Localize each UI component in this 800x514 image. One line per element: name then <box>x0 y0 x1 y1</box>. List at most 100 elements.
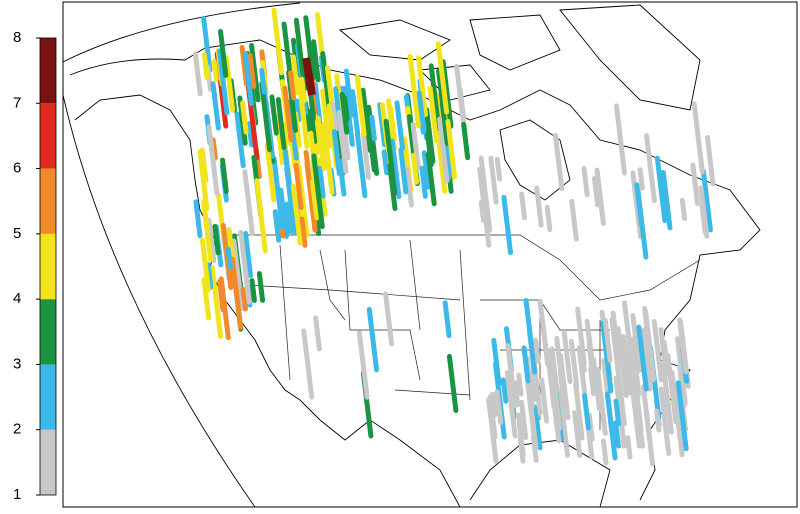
station-bar <box>637 167 645 191</box>
station-bar <box>594 167 606 226</box>
scale-label: 2 <box>13 421 21 438</box>
station-bar <box>275 97 287 151</box>
scale-label: 3 <box>13 355 21 372</box>
station-bar <box>642 305 656 382</box>
station-bar <box>296 164 310 238</box>
station-bar <box>519 191 527 221</box>
station-bar <box>521 345 531 384</box>
station-bar <box>303 15 316 81</box>
station-bar <box>679 197 688 221</box>
station-bar <box>366 306 380 373</box>
station-bar <box>201 15 213 73</box>
station-bar <box>552 132 565 192</box>
station-bar <box>658 386 667 419</box>
station-bar <box>625 435 633 460</box>
station-bar <box>313 315 322 352</box>
station-bar <box>246 121 255 148</box>
station-bar <box>339 91 350 135</box>
station-bar <box>254 178 268 254</box>
station-bar <box>631 369 644 433</box>
station-bar <box>660 170 673 231</box>
station-bar <box>568 338 580 390</box>
station-bar <box>223 55 236 113</box>
station-bar <box>610 310 622 365</box>
station-bar <box>533 337 541 365</box>
scale-label: 6 <box>13 160 21 177</box>
station-bar <box>617 385 627 427</box>
station-bar <box>377 102 387 148</box>
station-bar <box>436 68 450 147</box>
station-bar <box>238 229 252 305</box>
station-bar <box>354 130 368 199</box>
station-bar <box>201 277 212 321</box>
station-bar <box>427 85 439 144</box>
station-bar <box>383 291 395 347</box>
station-bars <box>192 7 716 467</box>
station-bar <box>613 375 627 449</box>
station-bar <box>343 68 355 118</box>
station-bar <box>299 216 308 248</box>
station-bar <box>658 327 669 378</box>
hudson-bay <box>499 119 571 201</box>
station-bar <box>231 238 245 311</box>
station-bar <box>677 317 689 375</box>
station-bar <box>201 199 214 263</box>
station-bar <box>661 415 672 457</box>
station-bar <box>599 401 607 425</box>
station-bar <box>218 29 229 78</box>
map <box>62 1 798 508</box>
station-bar <box>389 138 402 200</box>
station-bar <box>210 137 218 161</box>
scale-label: 7 <box>13 94 21 111</box>
station-bar <box>331 129 342 177</box>
station-bar <box>505 370 518 439</box>
station-bar <box>381 149 390 176</box>
station-bar <box>690 162 701 207</box>
station-bar <box>398 147 409 195</box>
station-bar <box>445 118 458 180</box>
station-bar <box>272 209 282 243</box>
scale-segment <box>40 168 56 234</box>
scale-label: 1 <box>13 486 21 503</box>
globe-limb <box>62 2 301 508</box>
station-bar <box>519 399 529 441</box>
station-bar <box>704 134 716 187</box>
station-bar <box>296 78 310 149</box>
station-bar <box>294 98 302 123</box>
station-bar <box>634 182 645 228</box>
station-bar <box>424 107 436 164</box>
station-bar <box>301 328 315 400</box>
station-bar <box>416 90 426 123</box>
station-bar <box>561 329 573 385</box>
scale-segment <box>40 429 56 495</box>
station-bar <box>677 363 687 409</box>
station-bar <box>435 41 450 115</box>
station-bar <box>523 298 538 375</box>
station-bar <box>554 336 567 403</box>
station-bar <box>288 70 297 101</box>
scale-segment <box>40 103 56 169</box>
station-bar <box>356 330 370 400</box>
station-bar <box>581 166 590 198</box>
station-bar <box>259 81 273 153</box>
station-bar <box>446 353 459 414</box>
station-bar <box>320 51 332 110</box>
station-bar <box>490 391 498 418</box>
station-bar <box>199 237 211 293</box>
station-bar <box>525 381 538 447</box>
station-bar <box>437 116 450 184</box>
station-bar <box>302 57 316 96</box>
station-bar <box>229 256 244 330</box>
station-bar <box>201 52 210 81</box>
station-bar <box>416 55 428 118</box>
station-bar <box>220 157 229 194</box>
station-bar <box>336 109 349 175</box>
station-bar <box>240 100 249 135</box>
station-bar <box>199 147 209 183</box>
station-bar <box>290 54 301 96</box>
station-bar <box>360 131 372 181</box>
station-bar <box>256 271 266 303</box>
scale-label: 5 <box>13 225 21 242</box>
